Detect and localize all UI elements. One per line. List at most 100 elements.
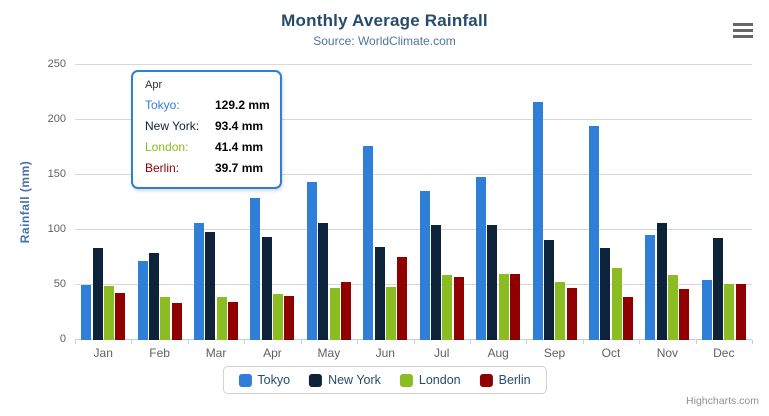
x-axis-tick	[752, 340, 753, 344]
legend-symbol-icon	[399, 373, 413, 387]
bar-new-york-may[interactable]	[318, 223, 329, 340]
x-axis-label-jan: Jan	[93, 346, 113, 360]
bar-berlin-may[interactable]	[340, 282, 351, 340]
bar-london-jul[interactable]	[442, 275, 453, 340]
x-axis-tick	[301, 340, 302, 344]
x-axis-label-aug: Aug	[487, 346, 509, 360]
legend-label: Tokyo	[257, 373, 291, 387]
hamburger-bar	[733, 22, 753, 26]
x-axis-label-jul: Jul	[434, 346, 450, 360]
x-axis-label-dec: Dec	[713, 346, 735, 360]
credits-link[interactable]: Highcharts.com	[686, 395, 759, 407]
bar-new-york-nov[interactable]	[656, 222, 667, 340]
bar-tokyo-sep[interactable]	[532, 101, 543, 340]
bar-london-aug[interactable]	[498, 274, 509, 340]
bar-new-york-dec[interactable]	[713, 238, 724, 340]
tooltip-series-value: 93.4 mm	[215, 119, 264, 133]
bar-berlin-aug[interactable]	[510, 273, 521, 340]
gridline-250	[75, 64, 752, 65]
bar-london-apr[interactable]	[273, 294, 284, 340]
bar-london-sep[interactable]	[555, 282, 566, 340]
bar-berlin-feb[interactable]	[171, 303, 182, 340]
bar-tokyo-jan[interactable]	[81, 285, 92, 340]
legend-item-london[interactable]: London	[399, 373, 461, 387]
legend-item-tokyo[interactable]: Tokyo	[238, 373, 290, 387]
legend-symbol-icon	[309, 373, 323, 387]
bar-london-mar[interactable]	[216, 296, 227, 340]
x-axis-tick	[75, 340, 76, 344]
legend-item-new-york[interactable]: New York	[309, 373, 381, 387]
y-axis-label: 200	[47, 113, 66, 125]
bar-london-oct[interactable]	[611, 268, 622, 340]
chart-title: Monthly Average Rainfall	[281, 11, 488, 30]
chart-subtitle: Source: WorldClimate.com	[313, 34, 456, 48]
bar-tokyo-dec[interactable]	[701, 280, 712, 340]
bar-berlin-jun[interactable]	[397, 256, 408, 340]
bar-berlin-apr[interactable]	[284, 296, 295, 340]
tooltip-row-berlin: Berlin: 39.7 mm	[145, 158, 270, 179]
bar-london-may[interactable]	[329, 288, 340, 340]
bar-new-york-apr[interactable]	[261, 237, 272, 340]
bar-london-dec[interactable]	[724, 283, 735, 340]
legend: Tokyo New York London Berlin	[222, 366, 547, 394]
bar-new-york-jan[interactable]	[92, 248, 103, 340]
tooltip-series-label: Tokyo:	[145, 98, 180, 112]
y-axis-label: 150	[47, 168, 66, 180]
bar-london-jan[interactable]	[103, 286, 114, 340]
tooltip: Apr Tokyo: 129.2 mm New York: 93.4 mm London…	[131, 70, 282, 189]
tooltip-series-value: 129.2 mm	[215, 98, 270, 112]
bar-tokyo-mar[interactable]	[194, 222, 205, 340]
bar-new-york-jun[interactable]	[374, 247, 385, 340]
bar-berlin-sep[interactable]	[566, 287, 577, 340]
x-axis-tick	[583, 340, 584, 344]
bar-tokyo-aug[interactable]	[476, 176, 487, 340]
x-axis-tick	[244, 340, 245, 344]
x-axis-tick	[188, 340, 189, 344]
bar-tokyo-jun[interactable]	[363, 146, 374, 340]
bar-berlin-nov[interactable]	[679, 288, 690, 340]
y-axis-label: 100	[47, 223, 66, 235]
bar-london-nov[interactable]	[668, 274, 679, 340]
bar-new-york-aug[interactable]	[487, 225, 498, 340]
hamburger-menu-icon[interactable]	[730, 18, 756, 42]
bar-berlin-jan[interactable]	[115, 293, 126, 340]
x-axis-tick	[414, 340, 415, 344]
tooltip-series-value: 39.7 mm	[215, 161, 264, 175]
bar-berlin-jul[interactable]	[453, 276, 464, 340]
bar-new-york-mar[interactable]	[205, 231, 216, 340]
x-axis-label-oct: Oct	[601, 346, 621, 360]
bar-new-york-feb[interactable]	[148, 253, 159, 340]
legend-item-berlin[interactable]: Berlin	[479, 373, 531, 387]
bar-tokyo-oct[interactable]	[588, 126, 599, 340]
bar-new-york-jul[interactable]	[431, 224, 442, 340]
bar-tokyo-nov[interactable]	[645, 234, 656, 340]
x-axis-line	[75, 339, 752, 340]
tooltip-series-label: London:	[145, 140, 189, 154]
y-axis-label: 50	[53, 278, 66, 290]
bar-new-york-sep[interactable]	[543, 239, 554, 340]
gridline-200	[75, 119, 752, 120]
x-axis-label-mar: Mar	[205, 346, 227, 360]
x-axis-tick	[526, 340, 527, 344]
bar-new-york-oct[interactable]	[600, 248, 611, 340]
legend-symbol-icon	[479, 373, 493, 387]
bar-tokyo-jul[interactable]	[419, 190, 430, 340]
bar-berlin-dec[interactable]	[735, 283, 746, 340]
bar-tokyo-apr[interactable]	[250, 197, 261, 340]
tooltip-row-tokyo: Tokyo: 129.2 mm	[145, 95, 270, 116]
bar-london-feb[interactable]	[160, 297, 171, 340]
x-axis-label-nov: Nov	[656, 346, 679, 360]
bar-berlin-oct[interactable]	[622, 296, 633, 340]
bar-berlin-mar[interactable]	[228, 302, 239, 340]
bar-tokyo-feb[interactable]	[137, 261, 148, 340]
x-axis-tick	[131, 340, 132, 344]
bar-tokyo-may[interactable]	[306, 181, 317, 340]
hamburger-bar	[733, 28, 753, 32]
y-axis-label: 250	[47, 58, 66, 70]
legend-symbol-icon	[238, 373, 252, 387]
tooltip-header: Apr	[145, 79, 163, 91]
bar-london-jun[interactable]	[385, 286, 396, 340]
tooltip-series-label: Berlin:	[145, 161, 180, 175]
tooltip-series-label: New York:	[145, 119, 200, 133]
